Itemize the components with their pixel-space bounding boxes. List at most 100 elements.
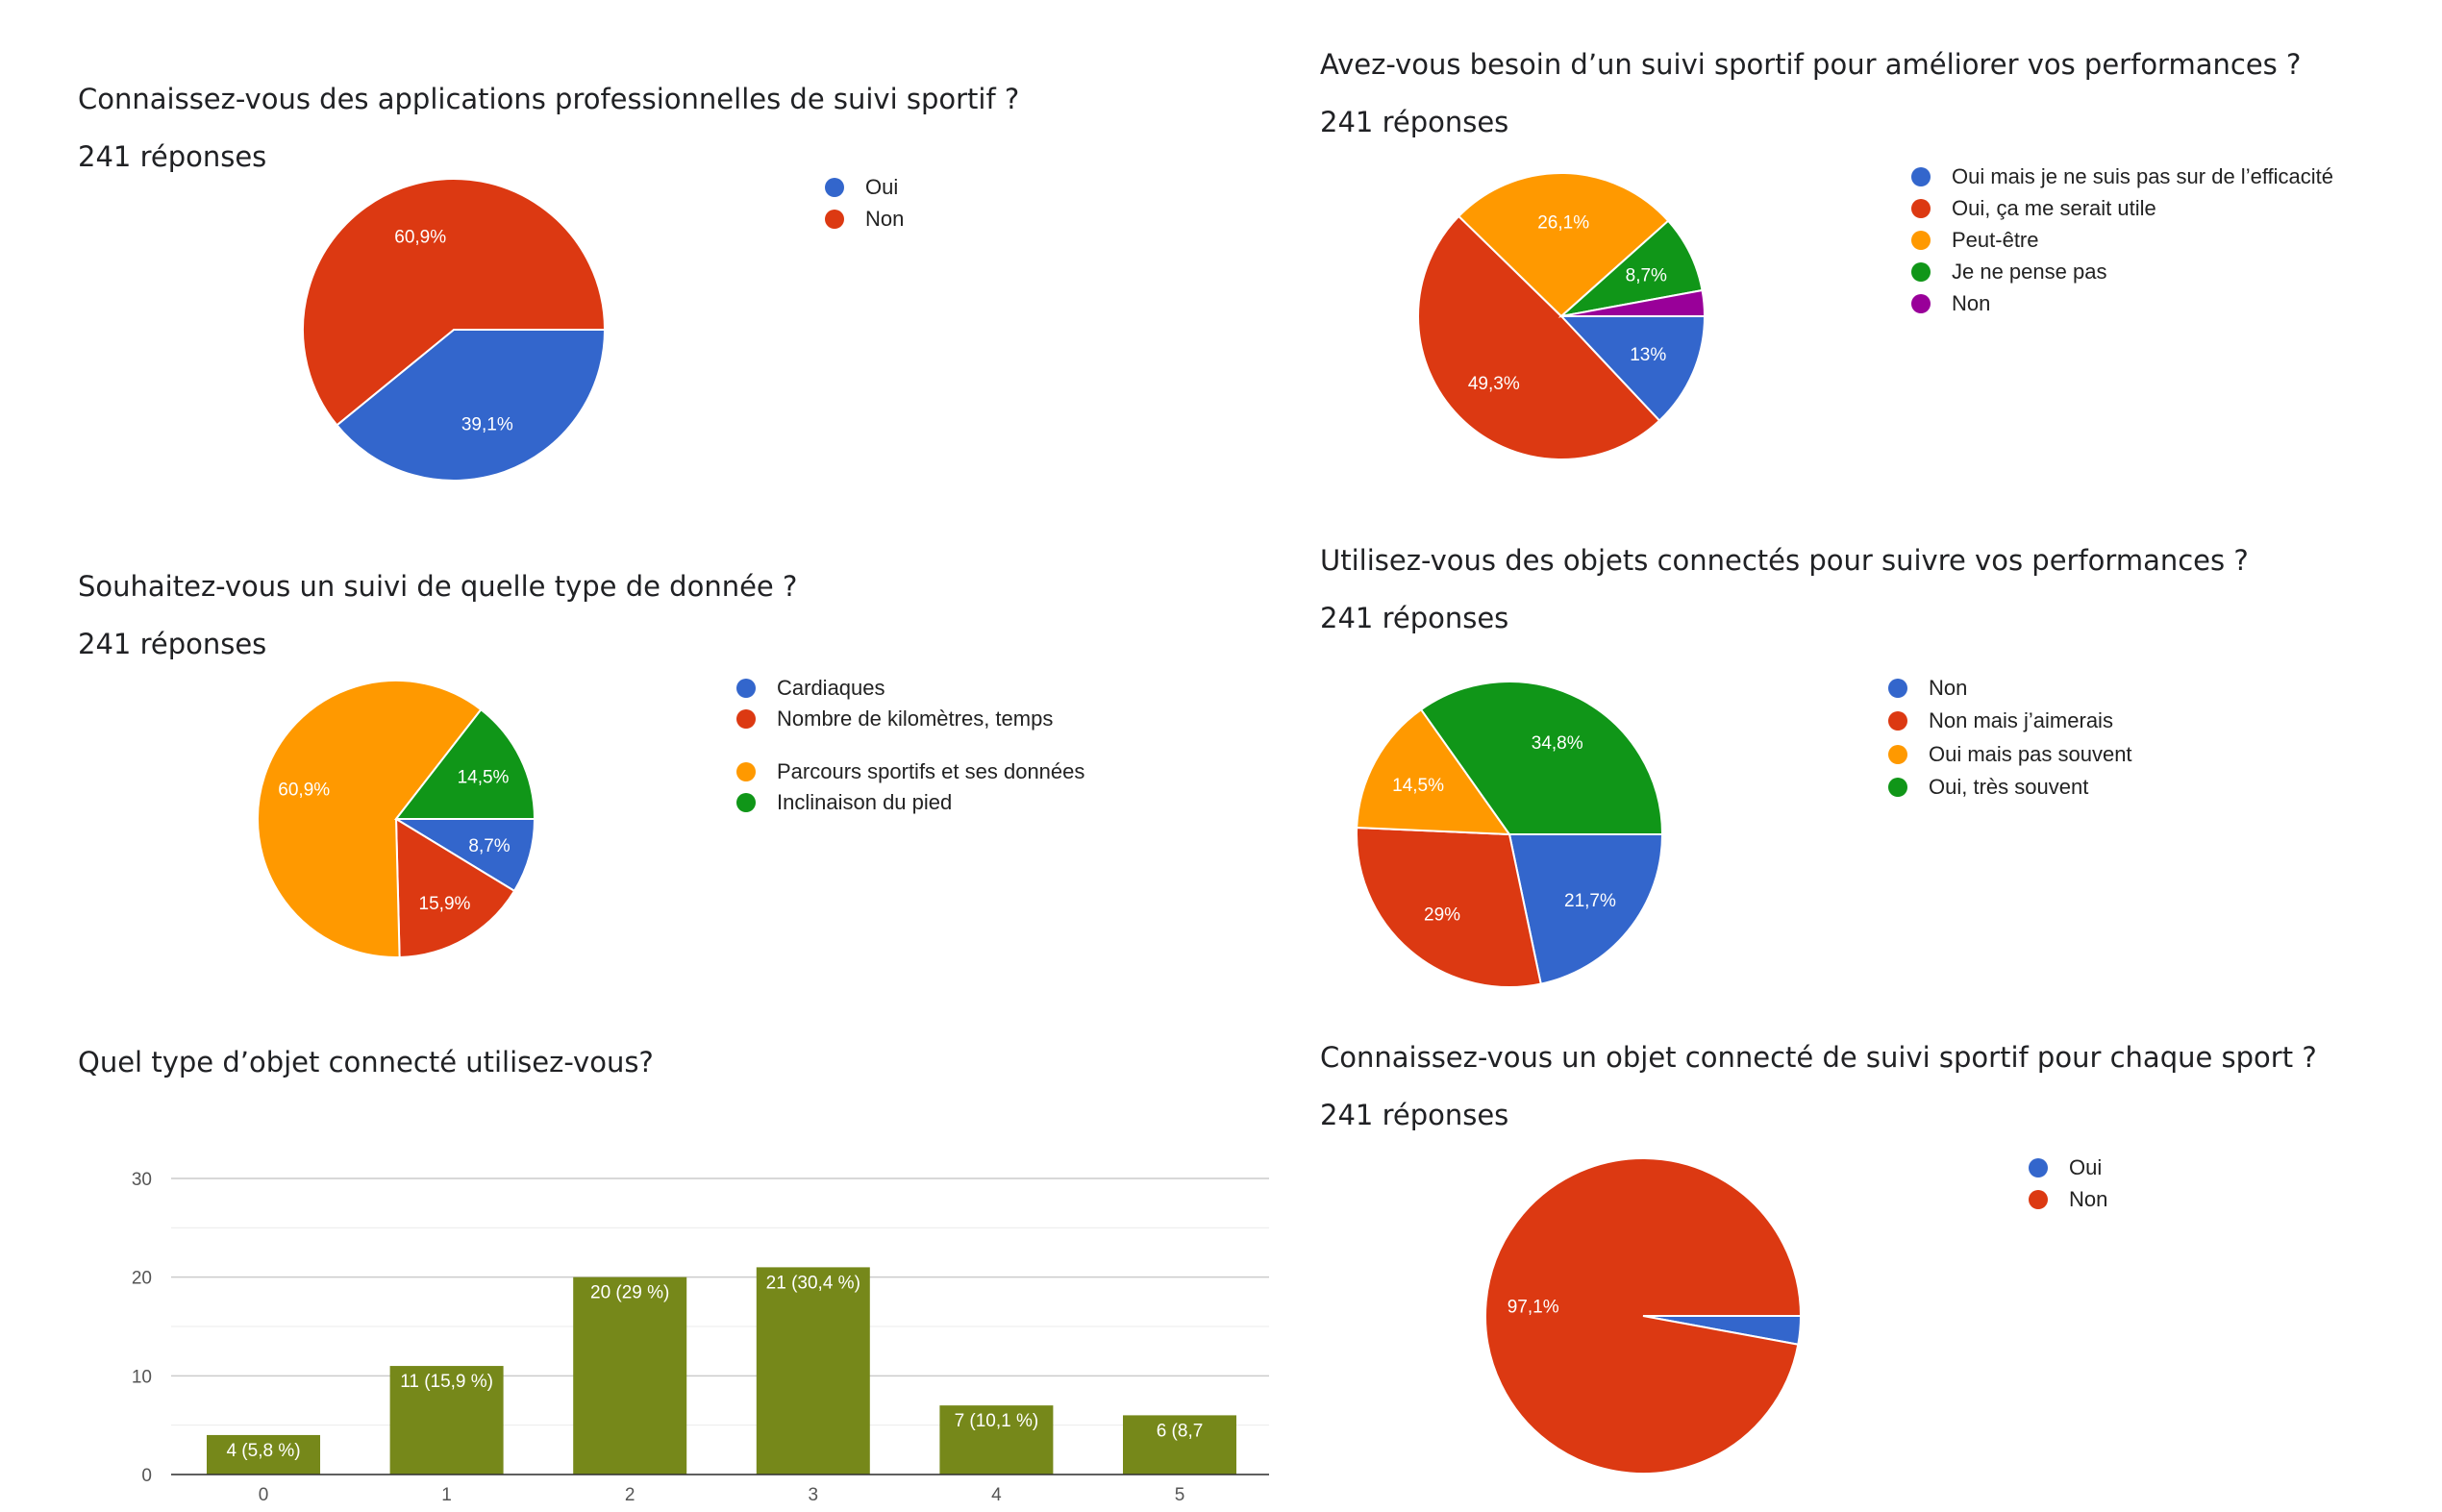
pie-slice-2 xyxy=(1356,707,1511,836)
pie-slice-label-1: 60,9% xyxy=(394,227,446,247)
legend-swatch-icon xyxy=(2029,1158,2048,1177)
pie-slice-label-3: 8,7% xyxy=(1626,266,1667,286)
pie-slice-0 xyxy=(335,329,607,482)
legend-label: Non xyxy=(1952,291,1991,315)
pie-slice-label-1: 15,9% xyxy=(419,894,471,914)
bar-2 xyxy=(573,1277,687,1475)
pie-slice-3 xyxy=(1557,219,1704,318)
pie-slice-label-0: 13% xyxy=(1630,345,1666,365)
pie-slice-2 xyxy=(1457,172,1670,318)
pie-slice-0 xyxy=(1508,833,1664,985)
chart-3-response-count: 241 réponses xyxy=(78,628,267,660)
pie-slice-label-3: 34,8% xyxy=(1532,733,1583,754)
pie-slice-label-2: 26,1% xyxy=(1537,213,1589,234)
pie-slice-1 xyxy=(302,178,607,427)
legend-swatch-icon xyxy=(736,709,756,729)
pie-slice-label-1: 29% xyxy=(1424,905,1460,925)
legend-label: Nombre de kilomètres, temps xyxy=(777,706,1054,731)
legend-label: Oui mais je ne suis pas sur de l’efficac… xyxy=(1952,164,2333,188)
chart-2-response-count: 241 réponses xyxy=(1320,106,1509,138)
legend-swatch-icon xyxy=(2029,1190,2048,1209)
legend-swatch-icon xyxy=(736,679,756,698)
bar-value-label: 11 (15,9 %) xyxy=(400,1372,493,1392)
bar-value-label: 21 (30,4 %) xyxy=(766,1273,860,1293)
legend-label: Oui, très souvent xyxy=(1929,775,2089,799)
x-tick-label: 2 xyxy=(625,1485,635,1505)
chart-6-title: Connaissez-vous un objet connecté de sui… xyxy=(1320,1041,2317,1074)
pie-slice-3 xyxy=(393,707,536,820)
y-tick-label: 20 xyxy=(132,1269,152,1289)
x-tick-label: 0 xyxy=(259,1485,269,1505)
chart-1-response-count: 241 réponses xyxy=(78,140,267,173)
legend-swatch-icon xyxy=(736,762,756,781)
bar-4 xyxy=(939,1405,1054,1475)
chart-2-title: Avez-vous besoin d’un suivi sportif pour… xyxy=(1320,48,2302,81)
bar-5 xyxy=(1123,1415,1236,1475)
pie-slice-2 xyxy=(257,680,483,958)
bar-value-label: 7 (10,1 %) xyxy=(955,1411,1039,1431)
legend-label: Je ne pense pas xyxy=(1952,260,2107,284)
legend-swatch-icon xyxy=(1911,167,1931,186)
legend-label: Non mais j’aimerais xyxy=(1929,708,2113,732)
legend-swatch-icon xyxy=(1888,679,1907,698)
bar-3 xyxy=(756,1267,870,1475)
x-tick-label: 1 xyxy=(441,1485,452,1505)
pie-slice-label-2: 14,5% xyxy=(1392,776,1444,796)
x-tick-label: 3 xyxy=(809,1485,819,1505)
chart-4-title: Utilisez-vous des objets connectés pour … xyxy=(1320,544,2249,577)
chart-6-response-count: 241 réponses xyxy=(1320,1099,1509,1131)
legend-swatch-icon xyxy=(1911,294,1931,313)
pie-slice-label-2: 60,9% xyxy=(278,781,330,801)
pie-slice-label-0: 8,7% xyxy=(468,836,510,856)
chart-4-response-count: 241 réponses xyxy=(1320,602,1509,634)
bar-value-label: 20 (29 %) xyxy=(590,1283,669,1303)
legend-label: Non xyxy=(1929,676,1968,700)
legend-swatch-icon xyxy=(825,210,844,229)
bar-value-label: 6 (8,7 xyxy=(1157,1421,1204,1441)
legend-label: Peut-être xyxy=(1952,228,2039,252)
legend-swatch-icon xyxy=(1888,778,1907,797)
pie-slice-4 xyxy=(1560,288,1707,317)
bar-0 xyxy=(207,1434,320,1475)
pie-slice-label-0: 39,1% xyxy=(461,415,513,435)
x-tick-label: 5 xyxy=(1175,1485,1185,1505)
pie-slice-label-3: 14,5% xyxy=(458,768,510,788)
x-tick-label: 4 xyxy=(991,1485,1002,1505)
legend-swatch-icon xyxy=(1911,262,1931,282)
y-tick-label: 0 xyxy=(141,1466,152,1486)
legend-label: Non xyxy=(865,207,905,231)
pie-slice-0 xyxy=(1558,315,1707,423)
legend-swatch-icon xyxy=(1911,231,1931,250)
bar-value-label: 4 (5,8 %) xyxy=(226,1441,300,1461)
pie-slice-1 xyxy=(394,817,516,958)
legend-swatch-icon xyxy=(1911,199,1931,218)
pie-slice-1 xyxy=(1417,214,1661,460)
pie-slice-label-1: 49,3% xyxy=(1468,374,1520,394)
legend-label: Oui, ça me serait utile xyxy=(1952,196,2156,220)
legend-label: Oui xyxy=(2069,1155,2103,1179)
legend-label: Parcours sportifs et ses données xyxy=(777,759,1085,783)
legend-label: Inclinaison du pied xyxy=(777,790,953,814)
legend-label: Oui mais pas souvent xyxy=(1929,742,2132,766)
legend-swatch-icon xyxy=(1888,745,1907,764)
pie-slice-1 xyxy=(1484,1157,1803,1475)
bar-1 xyxy=(389,1366,504,1475)
pie-slice-label-1: 97,1% xyxy=(1508,1298,1559,1318)
chart-1-title: Connaissez-vous des applications profess… xyxy=(78,83,1020,115)
y-tick-label: 30 xyxy=(132,1170,152,1190)
legend-label: Non xyxy=(2069,1187,2108,1211)
legend-label: Oui xyxy=(865,175,899,199)
chart-5-title: Quel type d’objet connecté utilisez-vous… xyxy=(78,1046,654,1078)
legend-swatch-icon xyxy=(736,793,756,812)
pie-slice-1 xyxy=(1356,826,1542,988)
y-tick-label: 10 xyxy=(132,1367,152,1387)
pie-slice-label-0: 21,7% xyxy=(1564,891,1616,911)
legend-swatch-icon xyxy=(825,178,844,197)
legend-swatch-icon xyxy=(1888,711,1907,731)
chart-3-title: Souhaitez-vous un suivi de quelle type d… xyxy=(78,570,798,603)
